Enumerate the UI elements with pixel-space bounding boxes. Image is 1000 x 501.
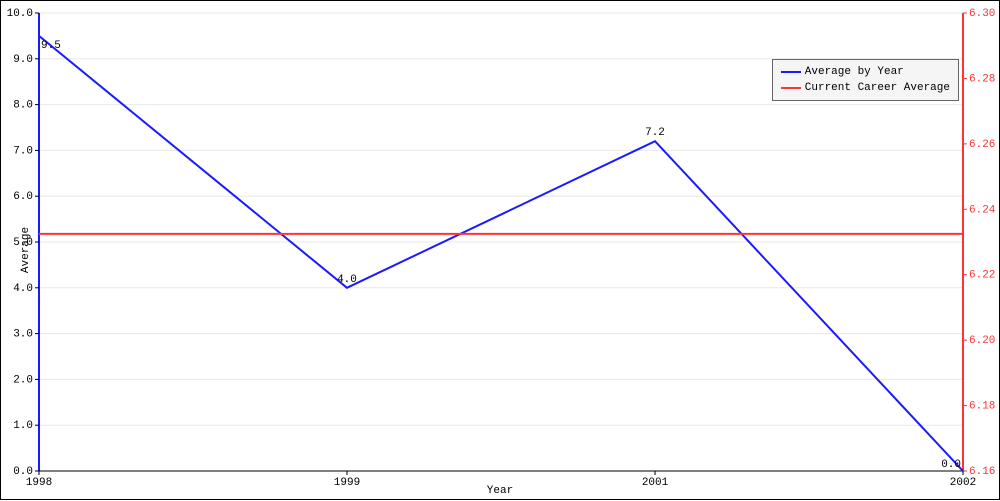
svg-text:9.5: 9.5 — [41, 40, 61, 52]
legend-label: Current Career Average — [805, 80, 950, 96]
svg-text:6.24: 6.24 — [969, 204, 996, 216]
legend-label: Average by Year — [805, 64, 904, 80]
svg-text:4.0: 4.0 — [337, 274, 357, 286]
legend-swatch — [781, 71, 801, 73]
svg-text:8.0: 8.0 — [13, 100, 33, 112]
svg-text:6.28: 6.28 — [969, 73, 995, 85]
svg-text:7.2: 7.2 — [645, 127, 665, 139]
svg-text:2001: 2001 — [642, 477, 669, 489]
svg-text:7.0: 7.0 — [13, 145, 33, 157]
svg-text:1999: 1999 — [334, 477, 360, 489]
svg-text:4.0: 4.0 — [13, 283, 33, 295]
svg-text:2.0: 2.0 — [13, 374, 33, 386]
svg-text:6.30: 6.30 — [969, 8, 995, 20]
svg-text:2002: 2002 — [950, 477, 976, 489]
y-axis-label: Average — [20, 227, 32, 273]
legend-item: Current Career Average — [781, 80, 950, 96]
legend-swatch — [781, 87, 801, 89]
svg-text:0.0: 0.0 — [941, 459, 961, 471]
svg-text:1.0: 1.0 — [13, 420, 33, 432]
x-axis-label: Year — [487, 485, 513, 497]
svg-text:3.0: 3.0 — [13, 329, 33, 341]
svg-text:1998: 1998 — [26, 477, 52, 489]
svg-text:10.0: 10.0 — [7, 8, 33, 20]
svg-text:9.0: 9.0 — [13, 54, 33, 66]
svg-text:6.0: 6.0 — [13, 191, 33, 203]
svg-text:6.22: 6.22 — [969, 270, 995, 282]
dual-axis-line-chart: 0.01.02.03.04.05.06.07.08.09.010.06.166.… — [0, 0, 1000, 500]
legend-item: Average by Year — [781, 64, 950, 80]
svg-text:6.18: 6.18 — [969, 401, 995, 413]
svg-text:6.26: 6.26 — [969, 139, 995, 151]
svg-text:6.20: 6.20 — [969, 335, 995, 347]
legend: Average by Year Current Career Average — [772, 59, 959, 101]
